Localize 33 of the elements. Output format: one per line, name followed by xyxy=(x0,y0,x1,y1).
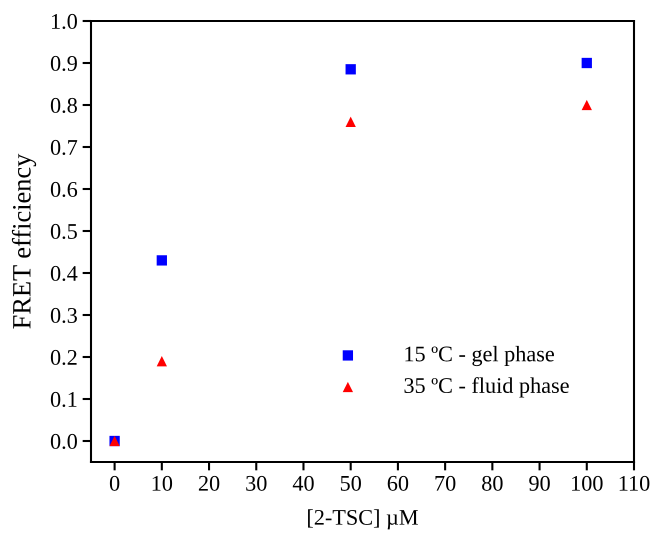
y-tick-label: 0.3 xyxy=(50,308,77,324)
x-tick-label: 90 xyxy=(529,476,550,491)
point xyxy=(346,116,356,127)
x-tick-label: 10 xyxy=(152,476,172,491)
y-tick-label: 0.9 xyxy=(50,56,77,72)
y-tick-label: 0.4 xyxy=(50,266,78,282)
legend-label: 15 ºC - gel phase xyxy=(405,346,554,366)
point xyxy=(582,100,592,110)
x-tick-label: 20 xyxy=(198,476,220,491)
y-tick-label: 0.8 xyxy=(50,98,77,114)
x-tick-label: 80 xyxy=(482,476,503,491)
point xyxy=(156,255,167,266)
x-tick-label: 110 xyxy=(620,476,650,491)
y-tick-label: 0.0 xyxy=(50,434,77,450)
x-tick-label: 50 xyxy=(340,476,361,491)
x-tick-label: 0 xyxy=(110,476,120,491)
x-tick-label: 60 xyxy=(388,476,408,491)
x-tick-label: 70 xyxy=(435,476,456,491)
x-tick-label: 40 xyxy=(292,476,314,491)
point xyxy=(346,64,356,74)
point xyxy=(156,356,167,366)
y-tick-label: 0.1 xyxy=(50,392,76,408)
point xyxy=(582,58,592,68)
y-tick-label: 0.2 xyxy=(50,350,77,366)
x-tick-label: 100 xyxy=(572,476,603,491)
y-tick-label: 0.7 xyxy=(50,140,78,156)
y-tick-label: 1.0 xyxy=(52,14,77,30)
y-tick-label: 0.5 xyxy=(50,224,77,240)
y-tick-label: 0.6 xyxy=(50,182,78,198)
legend-label: 35 ºC - fluid phase xyxy=(404,377,569,398)
x-tick-label: 30 xyxy=(246,476,267,491)
x-axis-title: [2-TSC] µM xyxy=(308,509,418,530)
y-axis-title: FRET efficiency xyxy=(12,154,36,329)
